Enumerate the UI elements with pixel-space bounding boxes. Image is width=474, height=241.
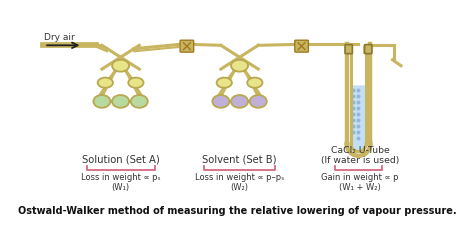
- Ellipse shape: [98, 78, 113, 88]
- Ellipse shape: [112, 60, 129, 72]
- Text: CaCl₂ U-Tube
(If water is used): CaCl₂ U-Tube (If water is used): [321, 146, 399, 165]
- Text: Loss in weight ∝ p–pₛ
(W₂): Loss in weight ∝ p–pₛ (W₂): [195, 173, 284, 192]
- Ellipse shape: [250, 95, 267, 108]
- Ellipse shape: [93, 95, 110, 108]
- FancyBboxPatch shape: [180, 40, 194, 52]
- Text: Solution (Set A): Solution (Set A): [82, 154, 159, 164]
- Ellipse shape: [231, 95, 248, 108]
- FancyBboxPatch shape: [365, 45, 372, 54]
- FancyBboxPatch shape: [364, 46, 371, 53]
- Text: Dry air: Dry air: [44, 33, 75, 42]
- Ellipse shape: [212, 95, 229, 108]
- Polygon shape: [351, 86, 366, 152]
- Text: Gain in weight ∝ p
(W₁ + W₂): Gain in weight ∝ p (W₁ + W₂): [321, 173, 399, 192]
- Ellipse shape: [112, 95, 129, 108]
- Ellipse shape: [247, 78, 263, 88]
- FancyBboxPatch shape: [345, 45, 352, 54]
- Ellipse shape: [217, 78, 232, 88]
- Ellipse shape: [231, 60, 248, 72]
- Text: Solvent (Set B): Solvent (Set B): [202, 154, 277, 164]
- Text: Loss in weight ∝ pₛ
(W₁): Loss in weight ∝ pₛ (W₁): [81, 173, 160, 192]
- FancyBboxPatch shape: [295, 40, 309, 52]
- Ellipse shape: [128, 78, 144, 88]
- Text: Ostwald-Walker method of measuring the relative lowering of vapour pressure.: Ostwald-Walker method of measuring the r…: [18, 206, 456, 216]
- Ellipse shape: [131, 95, 148, 108]
- FancyBboxPatch shape: [346, 46, 352, 53]
